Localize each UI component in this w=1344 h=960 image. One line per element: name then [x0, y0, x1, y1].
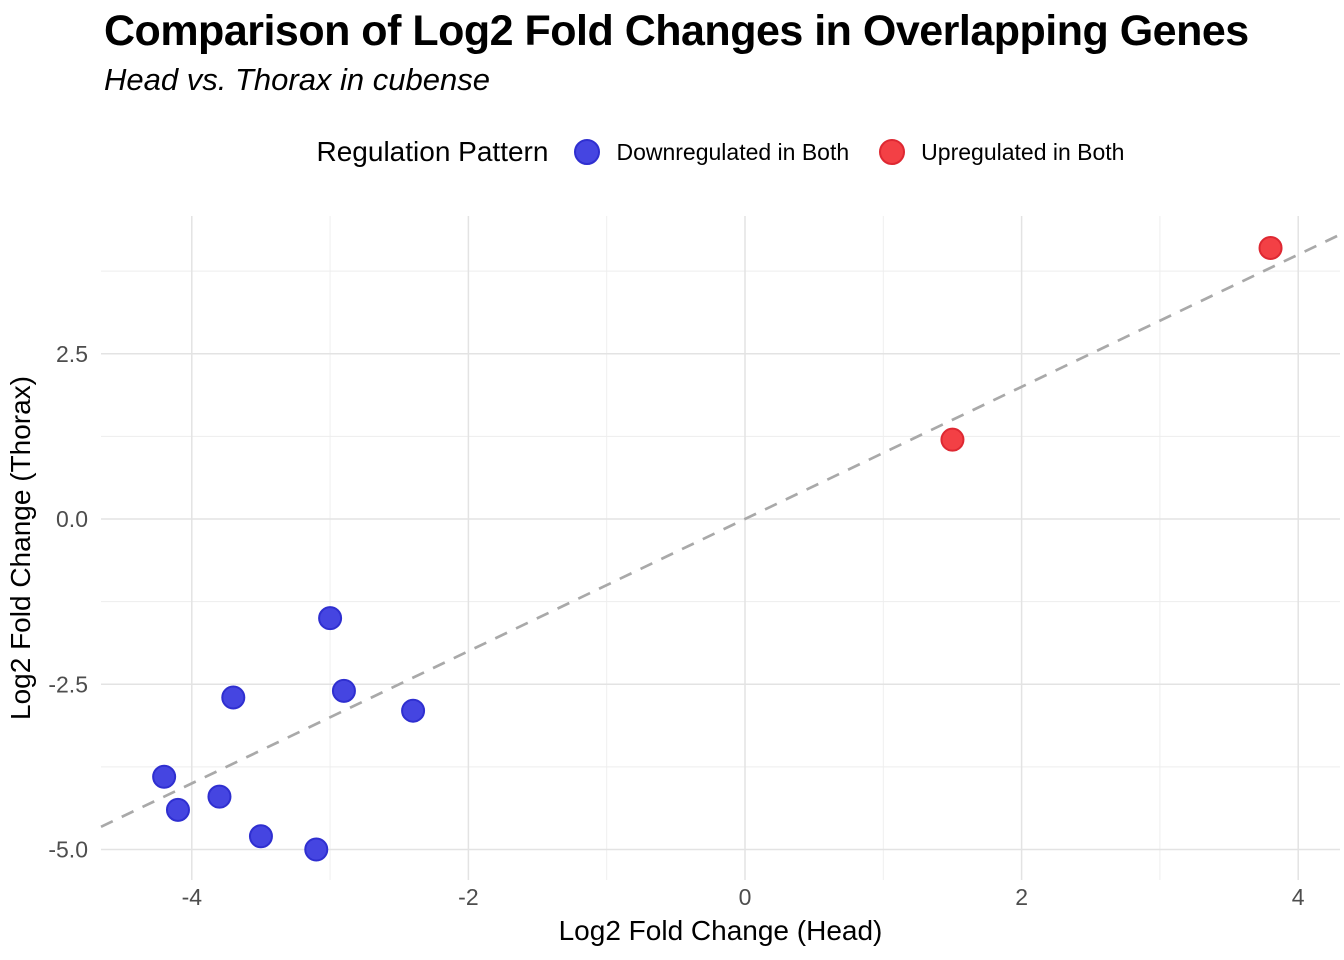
- legend-item-label: Downregulated in Both: [616, 138, 850, 165]
- data-point: [221, 685, 246, 710]
- x-tick-label: 2: [1015, 884, 1028, 910]
- legend-dot-downregulated-icon: [574, 139, 601, 165]
- data-point: [165, 797, 190, 822]
- legend-item-downregulated: Downregulated in Both: [574, 139, 849, 166]
- y-axis-title: Log2 Fold Change (Thorax): [5, 376, 36, 720]
- identity-reference-line: [100, 233, 1341, 829]
- chart-subtitle: Head vs. Thorax in cubense: [104, 62, 490, 97]
- x-tick-label: -2: [458, 884, 478, 910]
- legend-dot-upregulated-icon: [879, 139, 906, 165]
- y-tick-label: -2.5: [48, 671, 88, 697]
- data-point: [1258, 235, 1283, 260]
- data-point: [207, 784, 232, 809]
- x-tick-label: -4: [182, 884, 203, 910]
- legend-item-label: Upregulated in Both: [921, 138, 1125, 165]
- data-point: [318, 606, 343, 631]
- data-point: [304, 837, 329, 862]
- x-tick-label: 4: [1292, 884, 1305, 910]
- data-point: [248, 824, 273, 849]
- y-tick-label: 2.5: [56, 341, 88, 367]
- data-point: [152, 764, 177, 789]
- x-tick-label: 0: [739, 884, 752, 910]
- data-point: [331, 678, 356, 703]
- chart-title: Comparison of Log2 Fold Changes in Overl…: [104, 7, 1249, 55]
- x-axis-title: Log2 Fold Change (Head): [559, 915, 883, 946]
- legend-item-upregulated: Upregulated in Both: [879, 139, 1124, 166]
- legend-title: Regulation Pattern: [316, 136, 549, 167]
- data-point: [401, 698, 426, 723]
- legend: Regulation Pattern Downregulated in Both…: [101, 133, 1340, 171]
- y-tick-label: -5.0: [48, 837, 88, 863]
- data-point: [940, 427, 965, 452]
- y-tick-label: 0.0: [56, 506, 88, 532]
